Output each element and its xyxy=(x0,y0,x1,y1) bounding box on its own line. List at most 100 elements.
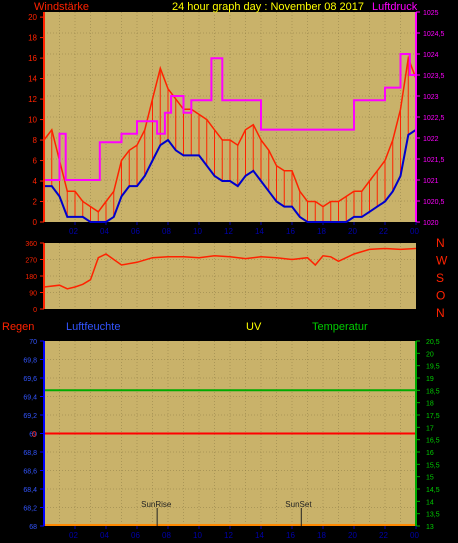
compass-label: N xyxy=(436,306,445,320)
y-tick-label-temperature: 19,5 xyxy=(426,364,440,371)
x-tick-label: 02 xyxy=(69,227,78,236)
axis-direction: 0 90 180 270 360 xyxy=(25,241,44,314)
compass-label: W xyxy=(436,254,448,268)
y-tick-label-humidity: 68,4 xyxy=(23,487,37,494)
y-tick-label-pressure: 1021 xyxy=(423,178,439,185)
y-tick-label-temperature: 18,5 xyxy=(426,388,440,395)
x-tick-label: 06 xyxy=(131,227,140,236)
x-tick-label: 02 xyxy=(69,531,78,540)
x-tick-label: 08 xyxy=(162,227,171,236)
x-tick-label: 20 xyxy=(348,227,357,236)
y-tick-label-temperature: 17 xyxy=(426,425,434,432)
y-tick-label-wind: 20 xyxy=(28,13,37,22)
x-tick-label: 04 xyxy=(100,227,109,236)
y-tick-label-pressure: 1022 xyxy=(423,136,439,143)
sun-marker-label: SunSet xyxy=(285,500,312,509)
y-tick-label-wind: 6 xyxy=(33,157,38,166)
y-tick-label-temperature: 17,5 xyxy=(426,413,440,420)
sun-marker-label: SunRise xyxy=(141,500,172,509)
y-tick-label-temperature: 14 xyxy=(426,499,434,506)
x-tick-label: 12 xyxy=(224,531,233,540)
x-tick-label: 06 xyxy=(131,531,140,540)
x-tick-label: 18 xyxy=(317,227,326,236)
y-tick-label-direction: 180 xyxy=(25,274,37,281)
grid-direction xyxy=(44,243,416,309)
y-tick-label-pressure: 1024 xyxy=(423,52,439,59)
y-tick-label-wind: 16 xyxy=(28,54,37,63)
x-tick-label: 22 xyxy=(379,227,388,236)
axis-time-climate: 02 04 06 08 10 12 14 16 18 20 22 00 xyxy=(69,526,419,540)
y-tick-label-humidity: 68,6 xyxy=(23,469,37,476)
y-tick-label-temperature: 14,5 xyxy=(426,487,440,494)
y-tick-label-wind: 10 xyxy=(28,116,37,125)
y-tick-label-temperature: 16,5 xyxy=(426,438,440,445)
y-tick-label-humidity: 68 xyxy=(29,524,37,531)
series-line-pressure xyxy=(44,53,417,181)
y-tick-label-pressure: 1023 xyxy=(423,94,439,101)
wind-speed-label: Windstärke xyxy=(34,1,89,13)
x-tick-label: 04 xyxy=(100,531,109,540)
y-tick-label-humidity: 68,2 xyxy=(23,506,37,513)
series-climate xyxy=(44,389,416,526)
series-direction xyxy=(43,247,417,290)
x-tick-label: 14 xyxy=(255,227,264,236)
y-tick-label-direction: 360 xyxy=(25,241,37,248)
y-tick-label-pressure: 1025 xyxy=(423,10,439,17)
axis-temperature: 13 13,5 14 14,5 15 15,5 16 16,5 17 17,5 18 18,5 19 19… xyxy=(416,339,440,531)
x-tick-label: 10 xyxy=(193,227,202,236)
x-tick-label: 00 xyxy=(410,227,419,236)
rain-label: Regen xyxy=(2,321,34,333)
y-tick-label-pressure: 1023,5 xyxy=(423,73,445,80)
y-tick-label-temperature: 13,5 xyxy=(426,512,440,519)
temperature-label: Temperatur xyxy=(312,321,368,333)
compass-label: N xyxy=(436,236,445,250)
y-tick-label-humidity: 69,4 xyxy=(23,395,37,402)
y-tick-label-wind: 14 xyxy=(28,75,37,84)
y-tick-label-wind: 12 xyxy=(28,95,37,104)
x-tick-label: 20 xyxy=(348,531,357,540)
sun-annotations: SunRise SunSet xyxy=(141,500,312,526)
y-tick-label-temperature: 20 xyxy=(426,351,434,358)
y-tick-label-pressure: 1020 xyxy=(423,220,439,227)
rain-zero-marker: 0 xyxy=(32,430,37,439)
compass-label: S xyxy=(436,271,444,285)
y-tick-label-humidity: 69,2 xyxy=(23,413,37,420)
y-tick-label-temperature: 16 xyxy=(426,450,434,457)
x-tick-label: 22 xyxy=(379,531,388,540)
series-line-direction xyxy=(43,247,417,290)
axis-humidity: 68 68,2 68,4 68,6 68,8 69 69,2 69,4 69,6 69,8 70 xyxy=(23,339,44,531)
x-tick-label: 10 xyxy=(193,531,202,540)
y-tick-label-temperature: 13 xyxy=(426,524,434,531)
humidity-label: Luftfeuchte xyxy=(66,321,120,333)
y-tick-label-pressure: 1024,5 xyxy=(423,31,445,38)
y-tick-label-wind: 2 xyxy=(33,198,38,207)
axis-pressure: 1020 1020,5 1021 1021,5 1022 1022,5 1023 1023,5… xyxy=(416,10,445,227)
x-tick-label: 16 xyxy=(286,531,295,540)
y-tick-label-pressure: 1020,5 xyxy=(423,199,445,206)
y-tick-label-temperature: 15,5 xyxy=(426,462,440,469)
y-tick-label-wind: 0 xyxy=(33,218,38,227)
y-tick-label-temperature: 18 xyxy=(426,401,434,408)
y-tick-label-humidity: 69,6 xyxy=(23,376,37,383)
x-tick-label: 00 xyxy=(410,531,419,540)
pressure-label: Luftdruck xyxy=(372,1,418,13)
y-tick-label-pressure: 1021,5 xyxy=(423,157,445,164)
graph-title: 24 hour graph day : November 08 2017 xyxy=(172,1,364,13)
compass-label: O xyxy=(436,289,445,303)
y-tick-label-temperature: 20,5 xyxy=(426,339,440,346)
y-tick-label-humidity: 68,8 xyxy=(23,450,37,457)
y-tick-label-direction: 0 xyxy=(33,307,37,314)
y-tick-label-direction: 270 xyxy=(25,258,37,265)
x-tick-label: 08 xyxy=(162,531,171,540)
y-tick-label-humidity: 69 xyxy=(29,432,37,439)
x-tick-label: 12 xyxy=(224,227,233,236)
y-tick-label-pressure: 1022,5 xyxy=(423,115,445,122)
axis-wind-speed: 0 2 4 6 8 10 12 14 16 18 20 xyxy=(28,13,44,227)
axis-time-wind: 02 04 06 08 10 12 14 16 18 20 22 00 xyxy=(69,222,419,236)
y-tick-label-wind: 8 xyxy=(33,136,38,145)
y-tick-label-temperature: 15 xyxy=(426,475,434,482)
x-tick-label: 14 xyxy=(255,531,264,540)
